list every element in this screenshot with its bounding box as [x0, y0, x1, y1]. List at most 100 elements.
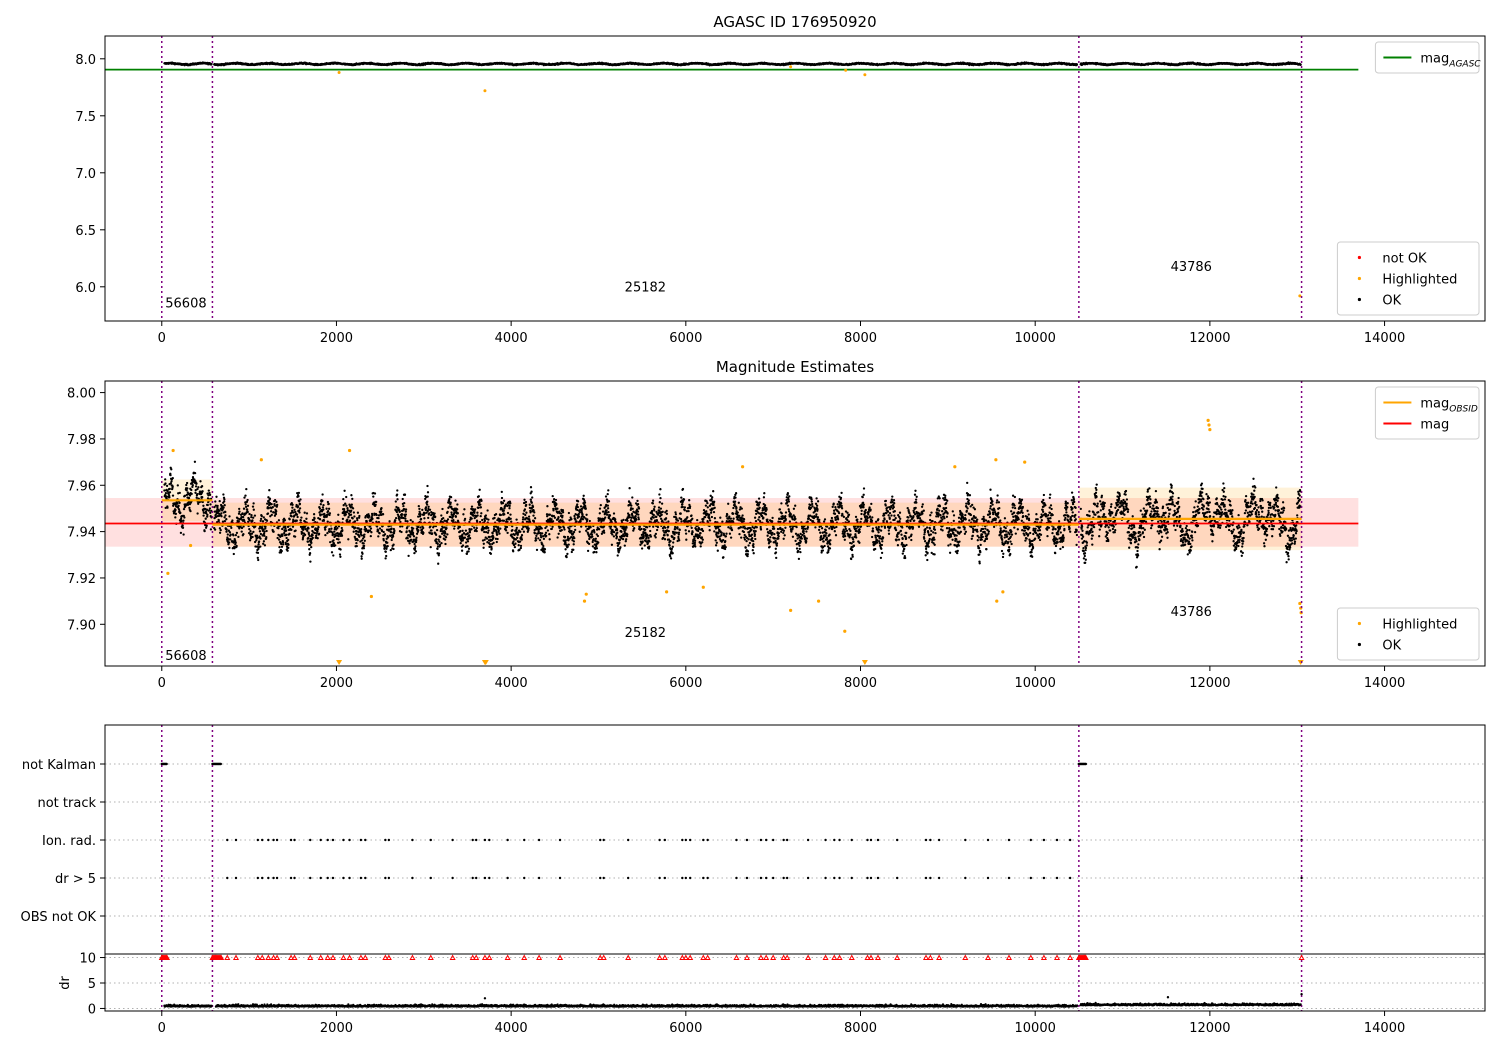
ok-point: [261, 520, 265, 523]
ok-point: [214, 500, 217, 503]
ok-point: [256, 536, 259, 539]
axes-frame: [104, 35, 1486, 322]
ok-point: [257, 540, 261, 543]
plot-area: [105, 418, 1359, 633]
ok-point: [181, 524, 184, 527]
ok-point: [193, 460, 197, 463]
legend-label-main: OK: [1382, 294, 1401, 309]
ok-point: [235, 544, 238, 548]
ok-point: [171, 476, 174, 480]
ok-point: [178, 501, 181, 505]
ok-point: [181, 526, 185, 529]
ok-point: [223, 500, 226, 503]
ok-point: [257, 543, 260, 546]
ok-point: [206, 503, 209, 507]
ok-point: [213, 528, 217, 531]
ok-point: [242, 532, 245, 536]
ok-point: [263, 544, 267, 547]
ok-point: [168, 491, 172, 494]
ok-point: [209, 528, 213, 531]
highlighted-point: [789, 65, 793, 69]
ok-point: [1299, 63, 1302, 66]
ok-point: [278, 545, 281, 549]
ok-point: [268, 497, 272, 500]
ok-point: [174, 516, 177, 519]
ok-point: [237, 512, 241, 515]
ok-point: [220, 515, 223, 518]
ok-point: [219, 528, 222, 532]
ok-point: [265, 519, 269, 522]
ok-point: [252, 508, 255, 511]
ok-point: [253, 514, 257, 517]
ok-point: [188, 506, 191, 510]
y-tick-label: 8.0: [75, 53, 96, 68]
ok-point: [243, 496, 246, 499]
ok-point: [196, 492, 199, 496]
ok-point: [251, 505, 255, 508]
chart-title: AGASC ID 176950920: [713, 13, 876, 31]
x-tick-label: 4000: [495, 331, 528, 346]
ok-point: [251, 519, 254, 522]
ok-point: [177, 508, 181, 511]
ok-point: [270, 502, 273, 506]
ok-point: [242, 507, 246, 510]
ok-point: [264, 525, 267, 528]
ok-point: [263, 530, 266, 533]
ok-point: [1075, 63, 1079, 66]
x-tick-label: 6000: [669, 331, 702, 346]
y-tick-label: 6.5: [75, 224, 96, 239]
ok-point: [182, 533, 185, 536]
x-tick-label: 14000: [1364, 331, 1405, 346]
legend-label-subscript: AGASC: [1448, 60, 1481, 70]
ok-point: [272, 530, 275, 533]
legend-dot-swatch: [1357, 255, 1361, 260]
x-tick-label: 2000: [320, 331, 353, 346]
ok-point: [222, 493, 225, 496]
ok-point: [238, 507, 241, 511]
ok-point: [208, 507, 212, 510]
ok-point: [269, 510, 273, 513]
obsid-label: 56608: [165, 296, 206, 311]
ok-point: [271, 506, 274, 509]
x-tick-label: 12000: [1189, 331, 1230, 346]
ok-point: [204, 517, 207, 520]
ok-point: [174, 508, 177, 512]
ok-point: [193, 471, 197, 475]
ok-point: [274, 512, 278, 516]
ok-point: [201, 495, 204, 499]
ok-point: [232, 534, 235, 537]
ok-point: [225, 528, 228, 531]
ok-point: [228, 515, 231, 518]
ok-point: [259, 545, 262, 548]
ok-point: [171, 494, 175, 497]
ok-point: [182, 519, 185, 522]
highlighted-point: [483, 89, 487, 93]
ok-point: [276, 503, 279, 507]
ok-point: [170, 468, 173, 471]
ok-point: [190, 488, 193, 492]
ok-point: [209, 503, 212, 506]
ok-point: [275, 510, 278, 513]
ok-point: [218, 499, 221, 503]
ok-point: [270, 513, 273, 517]
ok-point: [259, 517, 263, 521]
legend-dot-swatch: [1357, 276, 1361, 281]
ok-point: [248, 539, 252, 542]
ok-point: [186, 487, 189, 490]
ok-point: [178, 491, 181, 495]
ok-point: [225, 518, 228, 521]
ok-point: [268, 489, 271, 492]
ok-point: [232, 552, 235, 556]
ok-point: [248, 512, 251, 516]
ok-point: [166, 506, 169, 509]
ok-point: [277, 538, 281, 541]
ok-point: [176, 484, 179, 487]
ok-point: [170, 480, 173, 483]
y-tick-label: 7.0: [75, 167, 96, 182]
ok-point: [210, 62, 213, 66]
ok-point: [185, 483, 188, 487]
ok-point: [225, 530, 228, 533]
ok-point: [250, 513, 253, 517]
ok-point: [206, 513, 209, 517]
